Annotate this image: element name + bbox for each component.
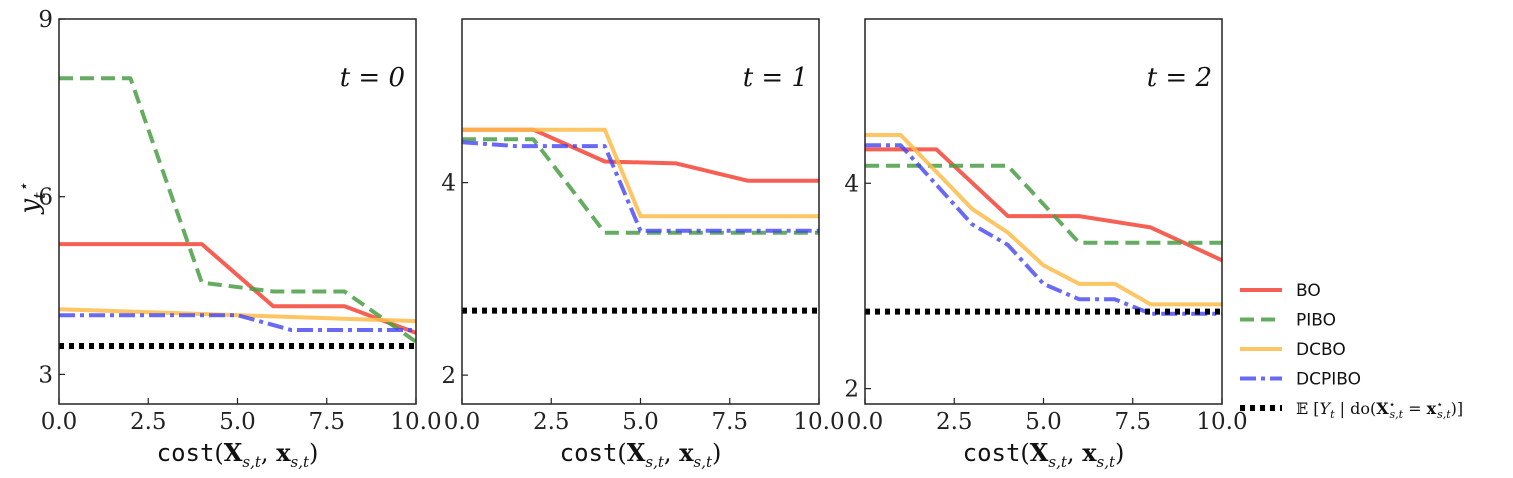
x-tick-label: 5.0: [622, 409, 659, 435]
x-tick-label: 2.5: [936, 409, 973, 435]
series-line-pibo: [462, 137, 819, 235]
legend-item: DCPIBO: [1240, 370, 1361, 390]
y-tick-label: 2: [441, 363, 456, 389]
x-tick-label: 10.0: [793, 409, 844, 435]
series-line-bo: [865, 147, 1222, 263]
panel-title: t = 0: [340, 63, 405, 93]
x-axis-label: cost(Xs,t, xs,t): [560, 438, 722, 471]
x-tick-label: 0.0: [444, 409, 481, 435]
y-tick-label: 2: [844, 377, 859, 403]
x-tick-label: 7.5: [308, 409, 345, 435]
legend-label: DCBO: [1296, 340, 1346, 360]
legend-label: DCPIBO: [1296, 370, 1361, 390]
y-tick-label: 9: [38, 7, 53, 33]
series-line-dcpibo: [462, 140, 819, 233]
x-tick-label: 2.5: [130, 409, 167, 435]
series-line-dcbo: [59, 307, 416, 324]
x-axis-label: cost(Xs,t, xs,t): [157, 438, 319, 471]
legend: BO PIBO DCBO DCPIBO 𝔼 [Yt | do(X⋆ s,t = x⋆ s,t…: [1240, 281, 1463, 421]
x-axis-label: cost(Xs,t, xs,t): [963, 438, 1125, 471]
panel-title: t = 2: [1147, 63, 1212, 93]
series-line-pibo: [865, 163, 1222, 245]
legend-label: PIBO: [1296, 311, 1336, 331]
y-tick-label: 4: [844, 171, 859, 197]
y-tick-label: 6: [38, 185, 53, 211]
x-tick-label: 7.5: [1114, 409, 1151, 435]
panel-t0: 0.0 2.5 5.0 7.5 10.0 3 6 9 t = 0 cost(Xs,t, xs,t): [38, 7, 441, 471]
legend-item: PIBO: [1240, 311, 1336, 331]
panel-t2: 0.0 2.5 5.0 7.5 10.0 2 4 t = 2 cost(Xs,t, xs,t): [844, 18, 1248, 471]
y-tick-label: 4: [441, 171, 456, 197]
panel-t1: 0.0 2.5 5.0 7.5 10.0 2 4 t = 1 cost(Xs,t, xs,t): [441, 18, 845, 471]
x-tick-label: 0.0: [41, 409, 78, 435]
y-tick-label: 3: [38, 362, 53, 388]
series-line-dcbo: [865, 133, 1222, 307]
legend-label: BO: [1296, 281, 1321, 301]
legend-label: 𝔼 [Yt | do(X⋆ s,t = x⋆ s,t)]: [1296, 398, 1463, 421]
series-line-dcbo: [462, 127, 819, 219]
panel-title: t = 1: [743, 63, 808, 93]
x-tick-label: 0.0: [847, 409, 884, 435]
legend-item: 𝔼 [Yt | do(X⋆ s,t = x⋆ s,t)]: [1240, 398, 1463, 421]
series-line-dcpibo: [865, 143, 1222, 316]
series-line-bo: [59, 242, 416, 335]
x-tick-label: 5.0: [1025, 409, 1062, 435]
x-tick-label: 10.0: [390, 409, 441, 435]
x-tick-label: 5.0: [219, 409, 256, 435]
x-tick-label: 7.5: [711, 409, 748, 435]
legend-item: BO: [1240, 281, 1321, 301]
legend-item: DCBO: [1240, 340, 1346, 360]
x-tick-label: 10.0: [1196, 409, 1247, 435]
series-line-pibo: [59, 76, 416, 344]
x-tick-label: 2.5: [533, 409, 570, 435]
